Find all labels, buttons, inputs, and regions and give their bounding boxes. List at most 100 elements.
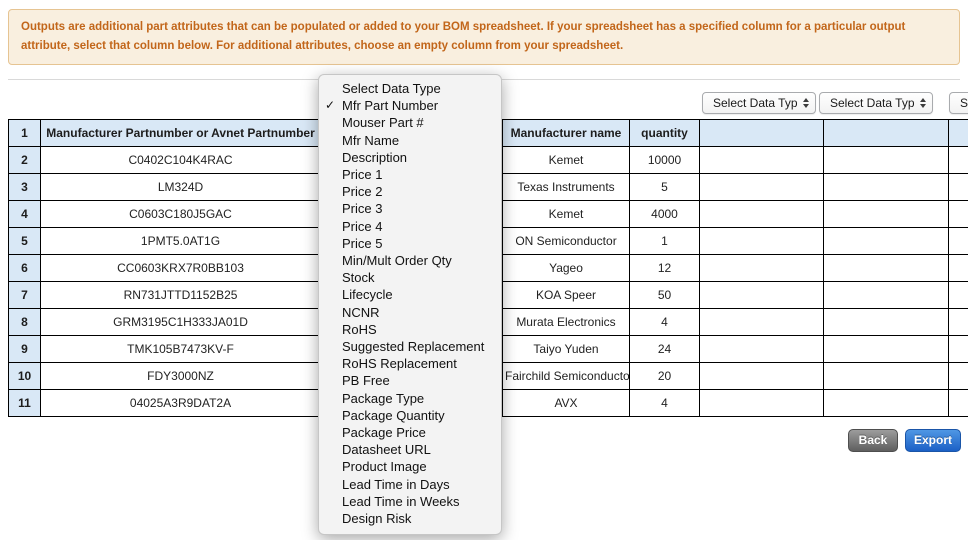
manufacturer-cell: Kemet: [502, 146, 630, 174]
menu-item[interactable]: RoHS Replacement: [319, 355, 501, 372]
partnumber-cell: 04025A3R9DAT2A: [40, 389, 321, 417]
menu-item-label: Mouser Part #: [342, 115, 424, 131]
menu-item[interactable]: NCNR: [319, 304, 501, 321]
select-label: Select Data Type: [830, 96, 914, 110]
menu-item-label: RoHS: [342, 321, 377, 337]
menu-item[interactable]: Stock: [319, 269, 501, 286]
select-data-type-dropdown[interactable]: Select Data Type: [702, 92, 816, 114]
menu-item[interactable]: Mouser Part #: [319, 114, 501, 131]
col-header-empty: [823, 119, 949, 147]
partnumber-cell: TMK105B7473KV-F: [40, 335, 321, 363]
menu-item[interactable]: Price 1: [319, 166, 501, 183]
empty-cell: [948, 146, 968, 174]
partnumber-cell: 1PMT5.0AT1G: [40, 227, 321, 255]
manufacturer-cell: Murata Electronics: [502, 308, 630, 336]
menu-item[interactable]: Lead Time in Weeks: [319, 493, 501, 510]
menu-item-label: PB Free: [342, 373, 390, 389]
menu-item-label: Price 4: [342, 218, 383, 234]
menu-item-label: Package Type: [342, 390, 425, 406]
partnumber-cell: LM324D: [40, 173, 321, 201]
menu-item-label: Price 5: [342, 235, 383, 251]
menu-item[interactable]: Price 5: [319, 235, 501, 252]
menu-item[interactable]: RoHS: [319, 321, 501, 338]
empty-cell: [948, 335, 968, 363]
menu-item[interactable]: Price 2: [319, 183, 501, 200]
menu-item[interactable]: Suggested Replacement: [319, 338, 501, 355]
updown-arrows-icon: [803, 98, 809, 108]
partnumber-cell: GRM3195C1H333JA01D: [40, 308, 321, 336]
empty-cell: [823, 362, 949, 390]
quantity-cell: 10000: [629, 146, 700, 174]
empty-cell: [699, 254, 824, 282]
menu-item-label: Description: [342, 149, 408, 165]
manufacturer-cell: Taiyo Yuden: [502, 335, 630, 363]
select-label: Select Data Type: [960, 96, 968, 110]
menu-item[interactable]: Datasheet URL: [319, 441, 501, 458]
empty-cell: [699, 200, 824, 228]
menu-item[interactable]: Select Data Type: [319, 80, 501, 97]
empty-cell: [948, 281, 968, 309]
quantity-cell: 50: [629, 281, 700, 309]
select-data-type-dropdown[interactable]: Select Data Type: [819, 92, 933, 114]
menu-item[interactable]: Price 4: [319, 218, 501, 235]
manufacturer-cell: Kemet: [502, 200, 630, 228]
empty-cell: [823, 308, 949, 336]
select-data-type-dropdown[interactable]: Select Data Type: [949, 92, 968, 114]
menu-item-label: Min/Mult Order Qty: [342, 253, 452, 269]
partnumber-cell: C0402C104K4RAC: [40, 146, 321, 174]
manufacturer-cell: AVX: [502, 389, 630, 417]
menu-item[interactable]: Package Price: [319, 424, 501, 441]
empty-cell: [823, 173, 949, 201]
menu-item[interactable]: Price 3: [319, 200, 501, 217]
menu-item[interactable]: Product Image: [319, 458, 501, 475]
dropdown-menu: Select Data Type ✓ Mfr Part Number Mouser P…: [318, 74, 502, 536]
row-number-cell: 3: [8, 173, 41, 201]
empty-cell: [823, 335, 949, 363]
menu-item-label: Lead Time in Days: [342, 476, 450, 492]
col-header-empty: [948, 119, 968, 147]
menu-item[interactable]: Package Type: [319, 390, 501, 407]
menu-item-label: Datasheet URL: [342, 442, 431, 458]
col-header-partnumber: Manufacturer Partnumber or Avnet Partnum…: [40, 119, 321, 147]
menu-item-label: NCNR: [342, 304, 380, 320]
menu-item-label: Suggested Replacement: [342, 339, 485, 355]
empty-cell: [948, 200, 968, 228]
menu-item[interactable]: PB Free: [319, 372, 501, 389]
row-number-cell: 4: [8, 200, 41, 228]
quantity-cell: 4: [629, 308, 700, 336]
menu-item-label: Lifecycle: [342, 287, 393, 303]
table-row: 9 TMK105B7473KV-F Taiyo Yuden 24: [8, 335, 968, 363]
empty-cell: [823, 281, 949, 309]
empty-cell: [699, 335, 824, 363]
col-header-quantity: quantity: [629, 119, 700, 147]
menu-item-label: Price 3: [342, 201, 383, 217]
menu-item[interactable]: Min/Mult Order Qty: [319, 252, 501, 269]
row-number-cell: 11: [8, 389, 41, 417]
menu-item-label: Select Data Type: [342, 81, 441, 96]
outputs-notice-banner: Outputs are additional part attributes t…: [8, 9, 960, 65]
menu-item-label: Mfr Part Number: [342, 98, 439, 114]
back-button[interactable]: Back: [848, 429, 898, 452]
empty-cell: [948, 389, 968, 417]
menu-item[interactable]: Description: [319, 149, 501, 166]
menu-item[interactable]: Lead Time in Days: [319, 476, 501, 493]
menu-item[interactable]: Mfr Name: [319, 132, 501, 149]
empty-cell: [699, 389, 824, 417]
quantity-cell: 4: [629, 389, 700, 417]
row-number-cell: 8: [8, 308, 41, 336]
partnumber-cell: FDY3000NZ: [40, 362, 321, 390]
menu-item[interactable]: Package Quantity: [319, 407, 501, 424]
menu-item[interactable]: Lifecycle: [319, 286, 501, 303]
menu-item[interactable]: Design Risk: [319, 510, 501, 527]
export-button[interactable]: Export: [905, 429, 961, 452]
menu-item[interactable]: ✓ Mfr Part Number: [319, 97, 501, 114]
row-number-cell: 9: [8, 335, 41, 363]
quantity-cell: 5: [629, 173, 700, 201]
menu-item-label: Mfr Name: [342, 132, 400, 148]
empty-cell: [823, 146, 949, 174]
row-number-cell: 7: [8, 281, 41, 309]
quantity-cell: 12: [629, 254, 700, 282]
menu-item-label: Price 1: [342, 167, 383, 183]
empty-cell: [699, 308, 824, 336]
menu-item-label: Package Price: [342, 425, 426, 441]
